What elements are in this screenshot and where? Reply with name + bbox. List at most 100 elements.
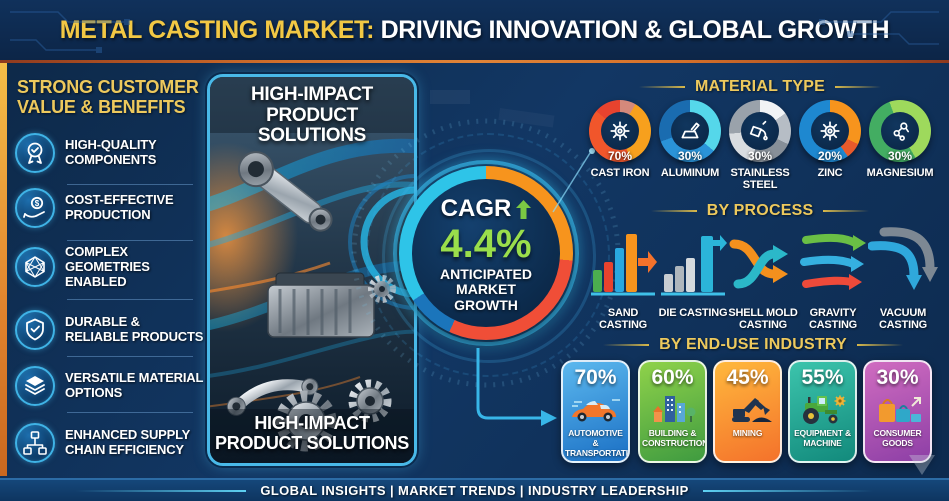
process-sand-casting: SAND CASTING bbox=[587, 222, 659, 332]
benefit-label: DURABLE & RELIABLE PRODUCTS bbox=[65, 314, 204, 344]
end-use-card-building: 60% BUILDING & CONSTRUCTION bbox=[638, 360, 707, 463]
donut-chart: 30% bbox=[729, 100, 791, 163]
excavator-icon bbox=[715, 390, 780, 428]
material-name: ZINC bbox=[817, 167, 843, 179]
divider bbox=[67, 184, 193, 185]
geometry-icon bbox=[15, 247, 55, 288]
card-label: CONSUMER GOODS bbox=[873, 428, 922, 449]
card-percent: 55% bbox=[801, 366, 844, 389]
material-name: STAINLESS STEEL bbox=[730, 167, 790, 191]
engine-block-art bbox=[267, 272, 375, 338]
footer-line bbox=[76, 489, 247, 492]
process-die-casting: DIE CASTING bbox=[657, 222, 729, 319]
cagr-caption: ANTICIPATED MARKET GROWTH bbox=[439, 266, 533, 313]
benefit-label: COST-EFFECTIVE PRODUCTION bbox=[65, 192, 174, 222]
left-accent-bar bbox=[0, 63, 7, 476]
process-name: SHELL MOLD CASTING bbox=[728, 307, 798, 332]
molecule-icon bbox=[881, 112, 919, 150]
down-arrows-icon bbox=[867, 227, 938, 290]
by-process-heading: BY PROCESS bbox=[570, 202, 949, 220]
layers-icon bbox=[15, 366, 55, 406]
material-cast-iron: 70% CAST IRON bbox=[585, 100, 655, 180]
cagr-glow-ring bbox=[393, 160, 579, 346]
divider bbox=[67, 299, 193, 300]
cagr-center-disc: CAGR 4.4% ANTICIPATED MARKET GROWTH bbox=[412, 179, 560, 327]
divider bbox=[67, 240, 193, 241]
circuit-decoration-left bbox=[10, 11, 130, 53]
pour-icon bbox=[741, 112, 779, 150]
heading-dash bbox=[823, 210, 870, 212]
network-icon bbox=[15, 423, 55, 463]
donut-chart: 70% bbox=[589, 100, 651, 163]
gear-art-large bbox=[275, 390, 337, 452]
benefits-heading: STRONG CUSTOMER VALUE & BENEFITS bbox=[17, 77, 199, 118]
banner: METAL CASTING MARKET: DRIVING INNOVATION… bbox=[0, 0, 949, 60]
benefit-item: COMPLEX GEOMETRIES ENABLED bbox=[15, 244, 205, 290]
benefit-label: COMPLEX GEOMETRIES ENABLED bbox=[65, 244, 150, 289]
svg-text:$: $ bbox=[35, 199, 40, 208]
material-magnesium: 30% MAGNESIUM bbox=[865, 100, 935, 180]
donut-chart: 20% bbox=[799, 100, 861, 163]
silver-bars-icon bbox=[661, 235, 727, 296]
product-panel-title-top: HIGH-IMPACT PRODUCT SOLUTIONS bbox=[251, 84, 373, 147]
donut-percent: 70% bbox=[607, 149, 633, 163]
end-use-card-equipment: 55% EQUIPMENT & MACHINE bbox=[788, 360, 857, 463]
swirl-arrows-icon bbox=[800, 233, 866, 290]
buildings-icon bbox=[640, 390, 705, 428]
divider bbox=[67, 412, 193, 413]
heading-dash bbox=[650, 210, 697, 212]
medal-icon bbox=[15, 133, 55, 173]
gear-art-medium bbox=[348, 379, 392, 423]
pipe-arrows-icon bbox=[729, 239, 788, 289]
donut-percent: 30% bbox=[747, 149, 773, 163]
donut-chart: 30% bbox=[659, 100, 721, 163]
product-panel-title-bottom: HIGH-IMPACT PRODUCT SOLUTIONS bbox=[215, 413, 409, 453]
material-zinc: 20% ZINC bbox=[795, 100, 865, 180]
footer-line bbox=[702, 489, 873, 492]
page-title: METAL CASTING MARKET: DRIVING INNOVATION… bbox=[60, 15, 890, 45]
material-aluminum: 30% ALUMINUM bbox=[655, 100, 725, 180]
growth-arrow-icon bbox=[516, 199, 532, 219]
heading-dash bbox=[856, 344, 903, 346]
donut-percent: 30% bbox=[677, 149, 703, 163]
material-type-heading: MATERIAL TYPE bbox=[570, 78, 949, 96]
benefits-panel: STRONG CUSTOMER VALUE & BENEFITS HIGH-QU… bbox=[7, 63, 207, 478]
card-label: BUILDING & CONSTRUCTION bbox=[642, 428, 707, 449]
cost-icon: $ bbox=[15, 188, 55, 228]
benefit-item: ENHANCED SUPPLY CHAIN EFFICIENCY bbox=[15, 423, 205, 463]
bars-arrow-icon bbox=[591, 234, 657, 296]
end-use-card-automotive: 70% AUTOMOTIVE & TRANSPORTATION bbox=[561, 360, 630, 463]
page-title-rest: DRIVING INNOVATION & GLOBAL GROWTH bbox=[374, 15, 890, 44]
gear-icon bbox=[601, 112, 639, 150]
card-percent: 30% bbox=[876, 366, 919, 389]
car-icon bbox=[563, 390, 628, 428]
ingot-icon bbox=[671, 112, 709, 150]
tractor-icon bbox=[790, 390, 855, 428]
cagr-label: CAGR bbox=[440, 195, 512, 223]
watermark-arrow bbox=[909, 455, 935, 475]
card-label: EQUIPMENT & MACHINE bbox=[794, 428, 851, 449]
heading-dash bbox=[603, 344, 650, 346]
process-shell-mold-casting: SHELL MOLD CASTING bbox=[727, 222, 799, 332]
benefit-label: HIGH-QUALITY COMPONENTS bbox=[65, 137, 157, 167]
card-percent: 70% bbox=[574, 366, 617, 389]
benefit-label: VERSATILE MATERIAL OPTIONS bbox=[65, 370, 203, 400]
footer-bar: GLOBAL INSIGHTS | MARKET TRENDS | INDUST… bbox=[0, 478, 949, 501]
end-use-card-mining: 45% MINING bbox=[713, 360, 782, 463]
donut-percent: 20% bbox=[817, 149, 843, 163]
heading-dash bbox=[835, 86, 881, 88]
material-name: ALUMINUM bbox=[660, 167, 720, 179]
benefit-item: DURABLE & RELIABLE PRODUCTS bbox=[15, 310, 205, 350]
donut-percent: 30% bbox=[887, 149, 913, 163]
bags-icon bbox=[865, 390, 930, 428]
process-name: DIE CASTING bbox=[658, 307, 728, 319]
gear-icon bbox=[811, 112, 849, 150]
process-name: VACUUM CASTING bbox=[878, 307, 928, 332]
process-gravity-casting: GRAVITY CASTING bbox=[797, 222, 869, 332]
circuit-decoration-right bbox=[819, 11, 939, 45]
benefit-item: VERSATILE MATERIAL OPTIONS bbox=[15, 366, 205, 406]
end-use-card-consumer-goods: 30% CONSUMER GOODS bbox=[863, 360, 932, 463]
material-name: MAGNESIUM bbox=[866, 167, 934, 179]
end-use-heading: BY END-USE INDUSTRY bbox=[560, 336, 946, 354]
